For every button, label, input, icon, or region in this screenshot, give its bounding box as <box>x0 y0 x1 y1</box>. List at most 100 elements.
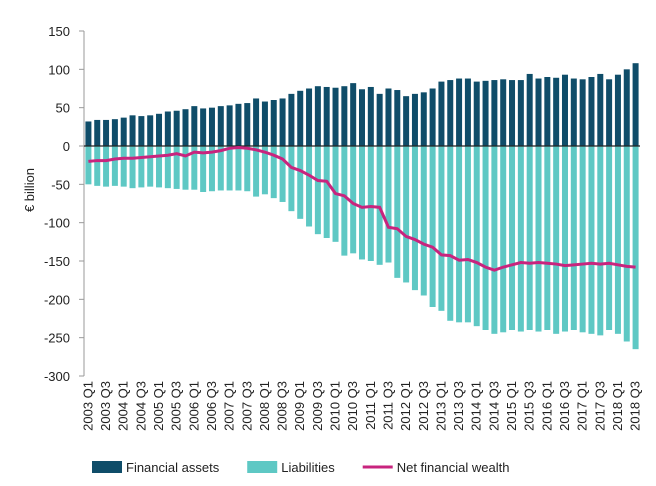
bar <box>632 146 639 350</box>
bar <box>208 107 215 146</box>
x-tick-label: 2011 Q1 <box>363 381 378 430</box>
bar <box>509 146 516 330</box>
bar <box>358 89 366 146</box>
bar <box>579 146 586 333</box>
bar <box>526 73 533 146</box>
bar <box>94 119 101 146</box>
x-tick-label: 2014 Q3 <box>486 381 501 431</box>
bar <box>341 86 348 146</box>
bar <box>500 146 507 333</box>
bar <box>288 146 295 212</box>
bar <box>173 110 180 146</box>
bar <box>279 98 286 146</box>
x-tick-label: 2007 Q1 <box>222 381 237 431</box>
y-tick-label: -250 <box>44 331 70 346</box>
bar <box>111 119 118 146</box>
bar <box>456 146 463 323</box>
bar <box>597 73 604 146</box>
bar <box>491 80 498 146</box>
bar <box>164 111 171 146</box>
bar <box>588 77 595 146</box>
x-tick-label: 2013 Q3 <box>451 381 466 431</box>
bar <box>332 87 339 146</box>
bar <box>217 106 224 146</box>
bar <box>394 146 401 278</box>
bar <box>156 146 163 188</box>
bar <box>632 63 639 147</box>
y-tick-label: -200 <box>44 292 70 307</box>
bar <box>429 88 436 146</box>
bar <box>182 146 189 190</box>
x-tick-label: 2003 Q1 <box>80 381 95 431</box>
x-tick-label: 2017 Q3 <box>592 381 607 431</box>
x-tick-label: 2009 Q3 <box>310 381 325 431</box>
x-tick-label: 2016 Q3 <box>557 381 572 431</box>
bar <box>464 146 471 323</box>
bar <box>623 146 630 342</box>
bar <box>173 146 180 189</box>
y-tick-label: 50 <box>56 101 70 116</box>
bar <box>323 146 330 238</box>
bar <box>156 113 163 146</box>
bar <box>447 146 454 321</box>
bar <box>138 116 145 146</box>
bar <box>323 86 330 146</box>
y-axis-label: € billion <box>22 168 37 212</box>
bar <box>429 146 436 307</box>
x-tick-label: 2015 Q1 <box>504 381 519 431</box>
x-tick-label: 2012 Q3 <box>416 381 431 431</box>
bar <box>350 146 357 254</box>
bar <box>129 115 136 146</box>
x-tick-label: 2004 Q1 <box>116 381 131 431</box>
x-tick-label: 2007 Q3 <box>239 381 254 431</box>
bar <box>403 146 410 283</box>
bar <box>129 146 136 189</box>
x-tick-label: 2006 Q1 <box>186 381 201 431</box>
bar <box>553 146 560 334</box>
bar <box>103 119 110 146</box>
bar <box>279 146 286 202</box>
y-tick-label: -100 <box>44 216 70 231</box>
x-tick-label: 2018 Q3 <box>628 381 643 431</box>
bar <box>482 80 489 146</box>
bar <box>473 81 480 146</box>
bar <box>270 100 277 146</box>
x-tick-label: 2010 Q3 <box>345 381 360 431</box>
bar <box>517 146 524 332</box>
bar <box>270 146 277 199</box>
x-tick-label: 2010 Q1 <box>328 381 343 431</box>
bar <box>200 108 207 146</box>
bar <box>120 117 127 146</box>
bar <box>420 146 427 296</box>
bar <box>314 86 321 146</box>
bar <box>297 90 304 146</box>
bar <box>217 146 224 191</box>
bar <box>147 115 154 146</box>
x-tick-label: 2003 Q3 <box>98 381 113 431</box>
x-tick-label: 2012 Q1 <box>398 381 413 431</box>
bar <box>394 90 401 146</box>
bar <box>85 121 92 146</box>
bar <box>191 146 198 190</box>
y-tick-label: 100 <box>48 62 70 77</box>
x-tick-label: 2005 Q1 <box>151 381 166 431</box>
bar <box>561 146 568 332</box>
bar <box>544 77 551 146</box>
bar <box>235 146 242 191</box>
bar <box>341 146 348 256</box>
bar <box>447 80 454 146</box>
bar <box>226 105 233 146</box>
x-tick-label: 2015 Q3 <box>522 381 537 431</box>
x-tick-label: 2008 Q3 <box>275 381 290 431</box>
y-tick-label: -150 <box>44 254 70 269</box>
bar <box>191 106 198 146</box>
x-tick-label: 2009 Q1 <box>292 381 307 431</box>
bar <box>570 78 577 146</box>
bar <box>464 78 471 146</box>
bar <box>226 146 233 191</box>
bar <box>517 80 524 146</box>
x-tick-label: 2005 Q3 <box>169 381 184 431</box>
bar <box>111 146 118 186</box>
